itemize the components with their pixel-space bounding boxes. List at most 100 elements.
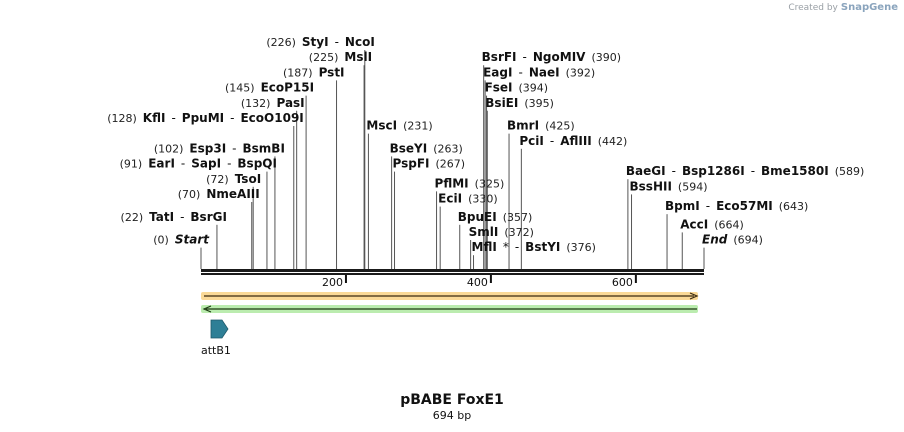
site-position: (664)	[714, 218, 744, 231]
site-position: (325)	[475, 177, 505, 190]
site-position: (390)	[591, 51, 621, 64]
enzyme-name: End	[702, 233, 728, 247]
enzyme-name[interactable]: MslI	[344, 50, 372, 64]
enzyme-name[interactable]: PspFI	[393, 157, 430, 171]
cut-site-labels: (226) StyI - NcoI(225) MslI(187) PstI(145) Eco…	[107, 35, 864, 254]
site-position: (372)	[504, 226, 534, 239]
site-separator: -	[706, 199, 710, 213]
attb1-label: attB1	[201, 344, 231, 357]
enzyme-name[interactable]: BsmBI	[243, 141, 285, 155]
site-position: (91)	[120, 158, 143, 171]
site-separator: -	[232, 141, 236, 155]
enzyme-name[interactable]: BsrFI	[482, 50, 517, 64]
enzyme-name[interactable]: MflI	[472, 240, 497, 254]
snapgene-logo: SnapGene	[840, 2, 898, 13]
site-position: (643)	[779, 200, 809, 213]
enzyme-name[interactable]: NmeAIII	[206, 187, 259, 201]
site-separator: -	[515, 240, 519, 254]
backbone-bottom-strand	[201, 273, 704, 275]
enzyme-name[interactable]: BmrI	[507, 119, 539, 133]
enzyme-name[interactable]: BssHII	[630, 179, 672, 193]
enzyme-name[interactable]: NaeI	[529, 65, 560, 79]
site-position: (225)	[309, 51, 339, 64]
enzyme-name[interactable]: Bsp1286I	[682, 164, 745, 178]
credit-prefix: Created by	[788, 2, 838, 13]
enzyme-name[interactable]: BspQI	[237, 157, 277, 171]
enzyme-name[interactable]: BstYI	[525, 240, 560, 254]
enzyme-name[interactable]: NgoMIV	[533, 50, 586, 64]
site-position: (70)	[178, 188, 201, 201]
site-position: (263)	[433, 142, 463, 155]
enzyme-name[interactable]: Eco57MI	[716, 199, 773, 213]
enzyme-name[interactable]: FseI	[485, 81, 513, 95]
site-position: (231)	[403, 120, 433, 133]
enzyme-name[interactable]: SapI	[191, 157, 221, 171]
site-position: (594)	[678, 180, 708, 193]
enzyme-name[interactable]: EcoP15I	[261, 81, 315, 95]
enzyme-name[interactable]: KflI	[143, 111, 166, 125]
site-position: (357)	[503, 211, 533, 224]
enzyme-name[interactable]: SmlI	[469, 225, 499, 239]
site-position: (145)	[225, 82, 255, 95]
tick-label: 600	[612, 276, 633, 289]
enzyme-name[interactable]: AccI	[680, 217, 708, 231]
enzyme-name[interactable]: BpmI	[665, 199, 700, 213]
enzyme-name[interactable]: EarI	[148, 157, 175, 171]
site-position: (0)	[153, 234, 169, 247]
attb1-feature-arrow[interactable]	[210, 319, 229, 339]
site-separator: -	[518, 65, 522, 79]
site-separator: -	[181, 157, 185, 171]
enzyme-name[interactable]: Esp3I	[189, 141, 226, 155]
forward-arrow-head	[689, 292, 699, 300]
site-separator: -	[171, 111, 175, 125]
enzyme-name[interactable]: BsiEI	[485, 96, 518, 110]
enzyme-name[interactable]: BaeGI	[626, 164, 666, 178]
enzyme-name[interactable]: BseYI	[390, 141, 428, 155]
site-separator: -	[180, 210, 184, 224]
site-position: (187)	[283, 66, 313, 79]
enzyme-name[interactable]: PciI	[519, 134, 544, 148]
site-position: (394)	[519, 82, 549, 95]
enzyme-name[interactable]: StyI	[302, 35, 329, 49]
enzyme-name[interactable]: EcoO109I	[240, 111, 303, 125]
site-position: (102)	[154, 142, 184, 155]
site-position: (392)	[566, 66, 596, 79]
enzyme-name[interactable]: BpuEI	[458, 210, 497, 224]
reverse-arrow-head	[202, 305, 212, 313]
enzyme-name[interactable]: MscI	[366, 119, 397, 133]
site-position: (22)	[121, 211, 144, 224]
enzyme-name[interactable]: EagI	[483, 65, 512, 79]
enzyme-name[interactable]: EciI	[438, 192, 462, 206]
site-separator: -	[550, 134, 554, 148]
site-separator: -	[523, 50, 527, 64]
site-position: (589)	[835, 165, 865, 178]
forward-arrow	[201, 292, 699, 300]
site-separator: *	[503, 240, 509, 254]
enzyme-name[interactable]: AflIII	[560, 134, 592, 148]
site-separator: -	[672, 164, 676, 178]
plasmid-title: pBABE FoxE1	[400, 392, 504, 408]
enzyme-name[interactable]: PflMI	[435, 176, 469, 190]
plasmid-size: 694 bp	[432, 409, 472, 422]
site-position: (267)	[436, 158, 466, 171]
tick-label: 200	[322, 276, 343, 289]
site-position: (425)	[545, 120, 575, 133]
enzyme-name[interactable]: BsrGI	[190, 210, 227, 224]
site-position: (132)	[241, 97, 271, 110]
site-separator: -	[751, 164, 755, 178]
site-position: (395)	[524, 97, 554, 110]
site-separator: -	[335, 35, 339, 49]
site-position: (330)	[468, 193, 498, 206]
enzyme-name[interactable]: PpuMI	[182, 111, 224, 125]
enzyme-name[interactable]: PstI	[319, 65, 345, 79]
enzyme-name[interactable]: TatI	[149, 210, 174, 224]
site-position: (442)	[598, 135, 628, 148]
enzyme-name: Start	[175, 233, 210, 247]
site-position: (72)	[206, 173, 229, 186]
enzyme-name[interactable]: Bme1580I	[761, 164, 829, 178]
enzyme-name[interactable]: TsoI	[235, 172, 261, 186]
site-position: (694)	[733, 234, 763, 247]
enzyme-name[interactable]: NcoI	[345, 35, 375, 49]
enzyme-name[interactable]: PasI	[276, 96, 304, 110]
reverse-arrow	[201, 305, 698, 313]
